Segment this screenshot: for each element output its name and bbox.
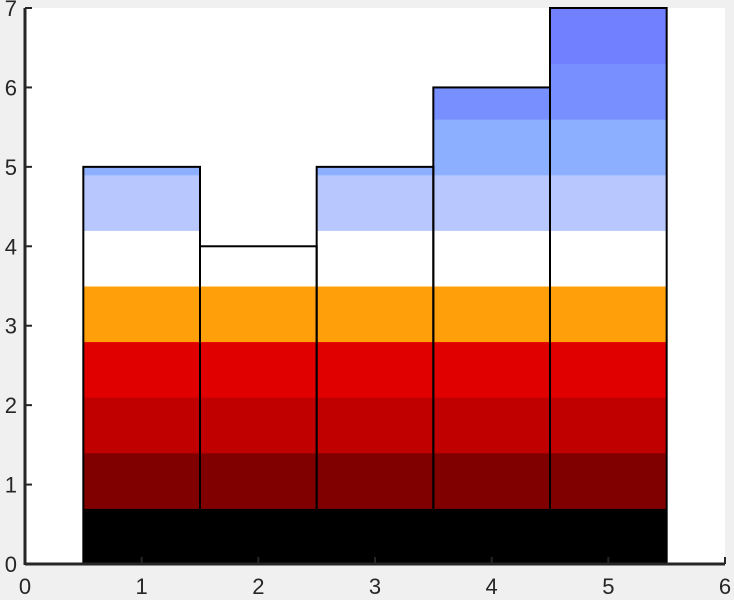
- bar-1-band-7: [83, 166, 200, 176]
- bar-5-band-7: [550, 119, 667, 176]
- bar-5-band-2: [550, 397, 667, 454]
- bar-1-band-0: [83, 508, 200, 564]
- bar-1-band-6: [83, 174, 200, 231]
- bar-5-band-5: [550, 230, 667, 287]
- y-tick-label: 0: [5, 552, 17, 577]
- bar-2-band-2: [200, 397, 317, 454]
- bar-4-band-1: [433, 452, 550, 509]
- bar-3-band-6: [316, 174, 434, 231]
- y-tick-label: 5: [5, 155, 17, 180]
- bar-2-band-0: [200, 508, 317, 564]
- bar-5-band-0: [550, 508, 667, 564]
- x-tick-label: 0: [19, 574, 31, 599]
- bar-4-band-3: [433, 341, 550, 398]
- bar-1-band-4: [83, 286, 200, 343]
- bar-2-band-4: [200, 286, 317, 343]
- bar-5-band-3: [550, 341, 667, 398]
- bar-5-band-8: [550, 63, 667, 120]
- bar-2-band-3: [200, 341, 317, 398]
- bar-3-band-2: [316, 397, 434, 454]
- y-tick-label: 2: [5, 393, 17, 418]
- x-tick-label: 4: [486, 574, 498, 599]
- y-tick-label: 7: [5, 0, 17, 21]
- bar-4-band-4: [433, 286, 550, 343]
- bar-1-band-3: [83, 341, 200, 398]
- bar-4-band-5: [433, 230, 550, 287]
- x-tick-label: 5: [602, 574, 614, 599]
- bar-1-band-5: [83, 230, 200, 287]
- bar-4-band-6: [433, 174, 550, 231]
- bar-4-band-8: [433, 87, 550, 120]
- x-tick-label: 1: [136, 574, 148, 599]
- bar-3-band-4: [316, 286, 434, 343]
- y-tick-label: 4: [5, 234, 17, 259]
- bar-4-band-2: [433, 397, 550, 454]
- bar-5-band-6: [550, 174, 667, 231]
- bar-1-band-1: [83, 452, 200, 509]
- bar-5-band-1: [550, 452, 667, 509]
- x-tick-label: 6: [719, 574, 731, 599]
- y-tick-label: 1: [5, 473, 17, 498]
- bar-2-band-5: [200, 246, 317, 287]
- bar-1-band-2: [83, 397, 200, 454]
- bar-3-band-3: [316, 341, 434, 398]
- y-tick-label: 6: [5, 75, 17, 100]
- y-tick-label: 3: [5, 314, 17, 339]
- x-tick-label: 2: [252, 574, 264, 599]
- bar-4-band-0: [433, 508, 550, 564]
- bar-2-band-1: [200, 452, 317, 509]
- bar-3-band-5: [316, 230, 434, 287]
- bar-5-band-4: [550, 286, 667, 343]
- bar-5-band-9: [550, 8, 667, 65]
- bar-3-band-7: [316, 166, 434, 176]
- x-tick-label: 3: [369, 574, 381, 599]
- bar-3-band-1: [316, 452, 434, 509]
- bar-4-band-7: [433, 119, 550, 176]
- bar-3-band-0: [316, 508, 434, 564]
